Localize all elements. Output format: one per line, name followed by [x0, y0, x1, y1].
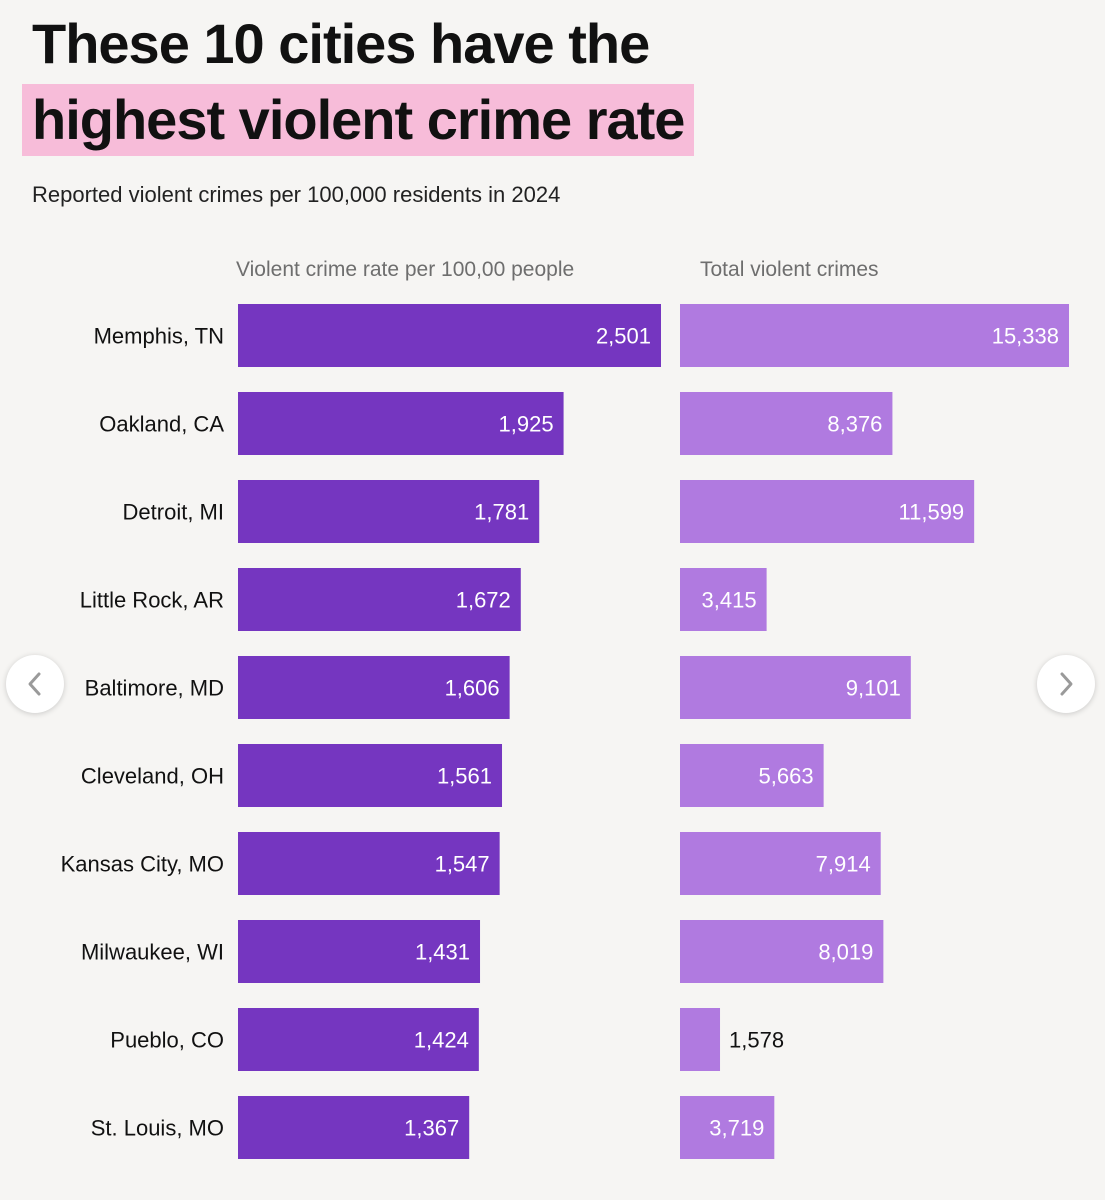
total-value-label: 3,415 [702, 588, 757, 613]
total-bar [680, 1096, 775, 1159]
next-slide-button[interactable] [1037, 655, 1095, 713]
total-bar [680, 392, 893, 455]
previous-slide-button[interactable] [6, 655, 64, 713]
rate-value-label: 1,561 [437, 764, 492, 789]
title-highlight: highest violent crime rate [22, 84, 695, 156]
rate-bar [238, 744, 503, 807]
total-value-label: 5,663 [759, 764, 814, 789]
rate-value-label: 1,431 [415, 940, 470, 965]
total-bar [680, 920, 884, 983]
rate-column-header: Violent crime rate per 100,00 people [236, 258, 575, 281]
rate-bar [238, 304, 661, 367]
category-label: Little Rock, AR [80, 588, 224, 613]
rate-value-label: 1,606 [445, 676, 500, 701]
category-label: Cleveland, OH [81, 764, 224, 789]
total-value-label: 3,719 [709, 1116, 764, 1141]
chart-subtitle: Reported violent crimes per 100,000 resi… [32, 182, 561, 207]
rate-value-label: 1,925 [499, 412, 554, 437]
total-value-label: 8,376 [827, 412, 882, 437]
rate-bar [238, 1008, 479, 1071]
total-bar [680, 744, 824, 807]
rate-value-label: 1,672 [456, 588, 511, 613]
category-label: St. Louis, MO [91, 1116, 224, 1141]
chart-title-line1: These 10 cities have the [32, 12, 650, 75]
category-label: Detroit, MI [123, 500, 224, 525]
category-label: Pueblo, CO [110, 1028, 224, 1053]
category-label: Kansas City, MO [61, 852, 224, 877]
rate-bar [238, 832, 500, 895]
total-bar [680, 1008, 721, 1071]
rate-value-label: 1,367 [404, 1116, 459, 1141]
total-value-label: 1,578 [729, 1028, 784, 1053]
total-bar [680, 304, 1069, 367]
total-value-label: 15,338 [992, 324, 1059, 349]
rate-bar [238, 392, 564, 455]
total-value-label: 7,914 [816, 852, 871, 877]
chevron-left-icon [28, 672, 41, 696]
total-bar [680, 480, 975, 543]
category-label: Oakland, CA [99, 412, 224, 437]
rate-bar [238, 656, 510, 719]
total-value-label: 8,019 [818, 940, 873, 965]
total-value-label: 9,101 [846, 676, 901, 701]
rate-value-label: 1,424 [414, 1028, 469, 1053]
total-value-label: 11,599 [899, 500, 965, 525]
rate-value-label: 1,781 [474, 500, 529, 525]
rate-value-label: 2,501 [596, 324, 651, 349]
rate-bar [238, 1096, 470, 1159]
rate-bar [238, 568, 521, 631]
category-label: Baltimore, MD [85, 676, 224, 701]
total-bar [680, 832, 881, 895]
chart-title-line2: highest violent crime rate [32, 88, 685, 151]
total-bar [680, 568, 767, 631]
rate-value-label: 1,547 [435, 852, 490, 877]
chevron-right-icon [1060, 672, 1073, 696]
rate-bar [238, 920, 481, 983]
category-label: Memphis, TN [94, 324, 224, 349]
total-bar [680, 656, 911, 719]
category-label: Milwaukee, WI [81, 940, 224, 965]
total-column-header: Total violent crimes [700, 258, 879, 281]
rate-bar [238, 480, 540, 543]
